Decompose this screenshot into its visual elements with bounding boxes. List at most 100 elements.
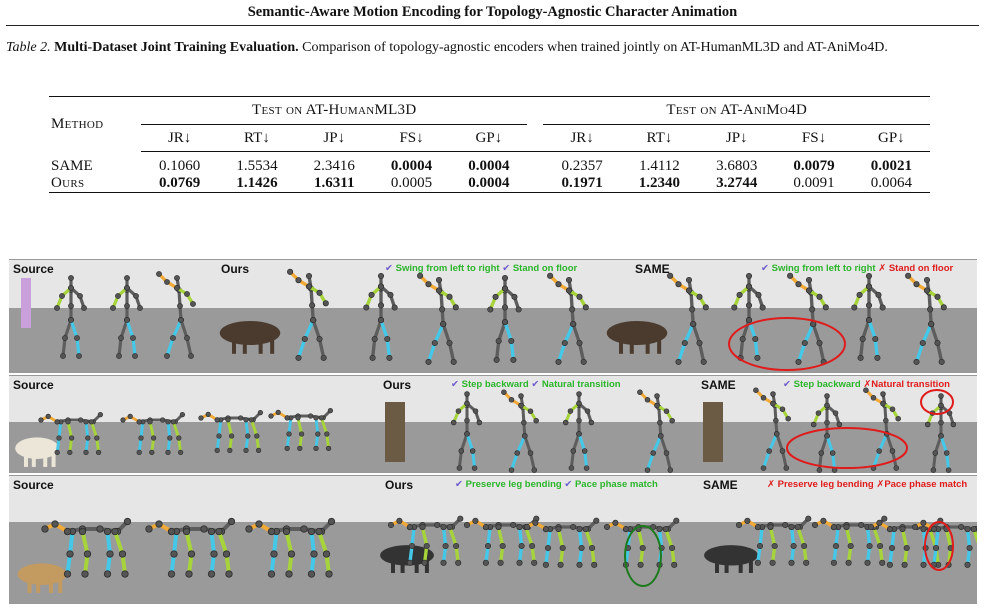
character-thumbnail (15, 437, 59, 467)
value-cell: 0.2357 (561, 158, 603, 174)
character-thumbnail (606, 321, 668, 354)
panel-label-same: SAME (635, 262, 670, 276)
value-cell: 0.0004 (468, 158, 510, 174)
character-thumbnail (17, 563, 67, 593)
panel-2-scene (9, 376, 977, 473)
skeleton-figure (120, 411, 186, 456)
skeleton-figure (562, 391, 595, 471)
skeleton-figure (54, 275, 87, 359)
panel-label-same: SAME (701, 378, 736, 392)
value-cell: 0.1060 (159, 158, 201, 174)
metric-header: FS↓ (372, 124, 451, 152)
caption-title: Multi-Dataset Joint Training Evaluation. (54, 40, 299, 55)
skeleton-figure (287, 268, 329, 361)
skeleton-figure (667, 272, 709, 365)
figure-panel-3: Source Ours SAME ✔ Preserve leg bending … (9, 475, 977, 604)
character-thumbnail (704, 545, 758, 573)
value-cell: 0.1971 (543, 175, 621, 193)
value-cell: 3.2744 (698, 175, 776, 193)
metric-header: RT↓ (218, 124, 296, 152)
caption-text: Comparison of topology-agnostic encoders… (302, 40, 888, 55)
character-thumbnail (219, 321, 281, 354)
value-cell: 1.6311 (295, 175, 373, 193)
character-thumbnail (703, 402, 723, 462)
running-title: Semantic-Aware Motion Encoding for Topol… (247, 4, 738, 20)
panel-label-source: Source (13, 478, 54, 492)
skeleton-figure (735, 515, 812, 566)
skeleton-figure (637, 389, 675, 473)
value-cell: 0.0064 (852, 175, 930, 193)
same-notes: ✗ Preserve leg bending ✗Pace phase match (767, 479, 968, 490)
table-row: Ours 0.0769 1.1426 1.6311 0.0005 0.0004 0.197… (49, 175, 930, 193)
metric-header: JR↓ (543, 124, 621, 152)
value-cell: 0.0004 (390, 158, 433, 174)
panel-label-ours: Ours (221, 262, 250, 276)
table-row: SAME 0.1060 1.5534 2.3416 0.0004 0.0004 0.235… (49, 158, 930, 175)
scene-wall (9, 376, 977, 422)
metric-header: GP↓ (450, 124, 528, 152)
value-cell: 0.0079 (793, 158, 835, 174)
value-cell: 1.4112 (639, 158, 680, 174)
skeleton-figure (387, 515, 464, 566)
skeleton-figure (501, 389, 539, 473)
character-thumbnail (385, 402, 405, 462)
ours-notes: ✔ Swing from left to right ✔ Stand on fl… (385, 263, 578, 274)
skeleton-figure (110, 275, 143, 359)
header-rule (6, 25, 979, 26)
skeleton-figure (863, 387, 901, 471)
panel-3-scene (9, 476, 977, 603)
metric-header: GP↓ (852, 124, 930, 152)
value-cell: 0.0004 (450, 175, 528, 193)
same-notes: ✔ Swing from left to right ✗ Stand on fl… (761, 263, 954, 274)
group-header-humanml3d: Test on AT-HumanML3D (141, 96, 528, 125)
panel-1-scene (9, 260, 977, 373)
skeleton-figure (417, 272, 459, 365)
value-cell: 0.0005 (372, 175, 451, 193)
figure-panel-1: Source Ours SAME ✔ Swing from left to ri… (9, 259, 977, 373)
skeleton-figure (38, 411, 104, 456)
value-cell: 2.3416 (313, 158, 355, 174)
group-header-animo4d: Test on AT-AniMo4D (543, 96, 930, 125)
metric-header: JR↓ (141, 124, 219, 152)
panel-label-source: Source (13, 262, 54, 276)
method-cell: SAME (51, 158, 93, 174)
skeleton-figure (787, 272, 829, 365)
method-cell: Ours (49, 175, 141, 193)
value-cell: 0.0091 (775, 175, 853, 193)
value-cell: 3.6803 (716, 158, 758, 174)
highlight-circle-bad (728, 317, 846, 371)
metric-header: RT↓ (620, 124, 699, 152)
method-header: Method (49, 96, 141, 152)
metric-header: JP↓ (698, 124, 776, 152)
panel-label-ours: Ours (385, 478, 414, 492)
skeleton-figure (547, 272, 589, 365)
skeleton-figure (731, 272, 766, 361)
same-notes: ✔ Step backward ✗Natural transition (783, 379, 950, 390)
scene-floor (9, 522, 977, 603)
character-thumbnail (21, 278, 31, 328)
highlight-circle-bad (786, 427, 908, 469)
scene-wall (9, 476, 977, 522)
value-cell: 1.2340 (620, 175, 699, 193)
skeleton-figure (487, 274, 522, 363)
panel-label-ours: Ours (383, 378, 412, 392)
skeleton-figure (145, 517, 236, 578)
metric-header: FS↓ (775, 124, 853, 152)
skeleton-figure (268, 407, 334, 452)
table-caption: Table 2. Multi-Dataset Joint Training Ev… (6, 39, 981, 56)
highlight-circle-good (624, 525, 662, 587)
skeleton-figure (851, 272, 886, 361)
skeleton-figure (450, 391, 483, 471)
ours-notes: ✔ Preserve leg bending ✔ Pace phase matc… (455, 479, 658, 490)
skeleton-figure (363, 272, 398, 361)
skeleton-figure (245, 517, 336, 578)
caption-label: Table 2. (6, 40, 51, 55)
skeleton-figure (905, 272, 947, 365)
value-cell: 0.0021 (870, 158, 912, 174)
value-cell: 1.1426 (218, 175, 296, 193)
value-cell: 1.5534 (236, 158, 278, 174)
value-cell: 0.0769 (141, 175, 219, 193)
panel-label-source: Source (13, 378, 54, 392)
figure-panel-2: Source Ours SAME ✔ Step backward ✔ Natur… (9, 375, 977, 473)
skeleton-figure (156, 271, 196, 359)
